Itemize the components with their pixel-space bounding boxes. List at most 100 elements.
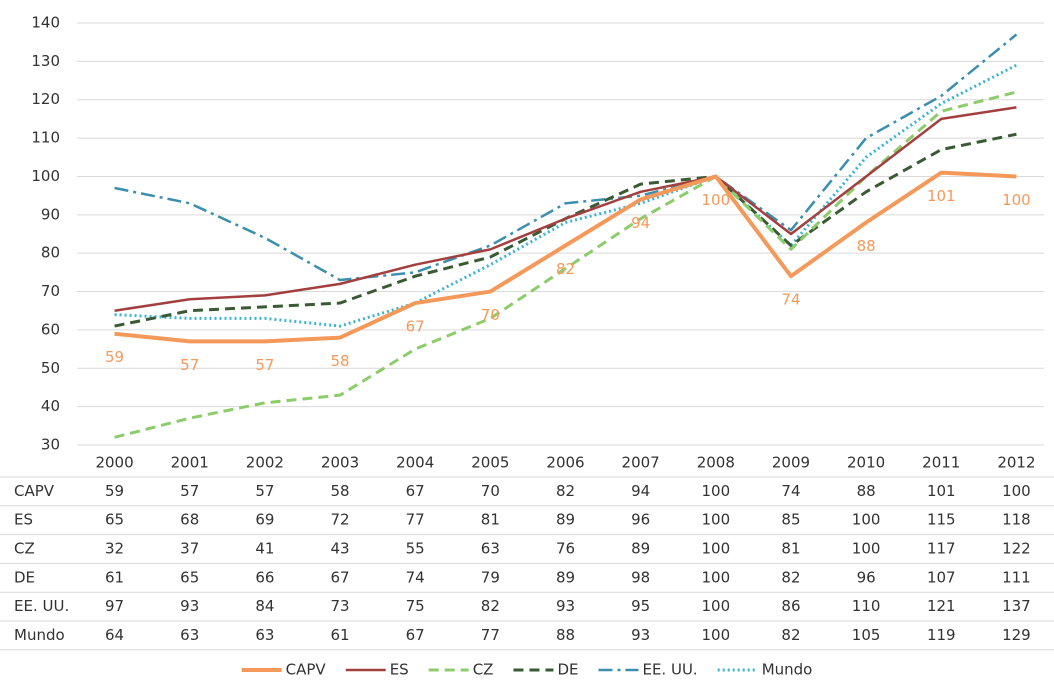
data-label: 59 <box>105 348 124 366</box>
table-cell: 63 <box>180 626 199 644</box>
table-cell: 96 <box>631 511 650 529</box>
table-cell: 85 <box>781 511 800 529</box>
table-cell: 95 <box>631 597 650 615</box>
data-label: 88 <box>857 237 876 255</box>
table-cell: 82 <box>556 482 575 500</box>
table-cell: 98 <box>631 568 650 586</box>
y-tick-label: 90 <box>41 205 60 223</box>
table-cell: 79 <box>481 568 500 586</box>
table-cell: 97 <box>105 597 124 615</box>
table-cell: 69 <box>255 511 274 529</box>
table-cell: 82 <box>781 626 800 644</box>
legend-label: CZ <box>473 661 494 679</box>
table-cell: 41 <box>255 540 274 558</box>
y-tick-label: 100 <box>31 167 60 185</box>
table-cell: 59 <box>105 482 124 500</box>
table-cell: 63 <box>255 626 274 644</box>
series-line <box>114 90 1017 439</box>
table-cell: 129 <box>1002 626 1031 644</box>
x-tick-label: 2004 <box>396 454 434 472</box>
table-row-label: Mundo <box>14 626 65 644</box>
table-cell: 55 <box>406 540 425 558</box>
series-line <box>114 33 1018 282</box>
legend-label: Mundo <box>762 661 813 679</box>
table-row-label: CAPV <box>14 482 55 500</box>
x-tick-label: 2000 <box>95 454 133 472</box>
y-tick-label: 110 <box>31 129 60 147</box>
data-label: 58 <box>330 352 349 370</box>
table-cell: 100 <box>852 540 881 558</box>
table-cell: 67 <box>330 568 349 586</box>
table-row-label: DE <box>14 568 35 586</box>
table-row-label: CZ <box>14 540 35 558</box>
table-cell: 100 <box>701 626 730 644</box>
table-cell: 96 <box>857 568 876 586</box>
table-cell: 37 <box>180 540 199 558</box>
table-cell: 77 <box>406 511 425 529</box>
data-label: 101 <box>927 187 956 205</box>
legend-label: ES <box>390 661 409 679</box>
x-tick-label: 2010 <box>847 454 885 472</box>
x-tick-label: 2012 <box>997 454 1035 472</box>
table-cell: 81 <box>481 511 500 529</box>
table-cell: 67 <box>406 626 425 644</box>
table-cell: 100 <box>701 568 730 586</box>
table-cell: 93 <box>180 597 199 615</box>
table-cell: 84 <box>255 597 274 615</box>
y-tick-label: 70 <box>41 282 60 300</box>
table-cell: 88 <box>556 626 575 644</box>
data-label: 100 <box>701 191 730 209</box>
data-label: 100 <box>1002 191 1031 209</box>
table-cell: 74 <box>406 568 425 586</box>
legend-label: CAPV <box>286 661 327 679</box>
x-tick-label: 2001 <box>171 454 209 472</box>
table-cell: 81 <box>781 540 800 558</box>
table-cell: 100 <box>852 511 881 529</box>
table-cell: 93 <box>631 626 650 644</box>
y-tick-label: 120 <box>31 90 60 108</box>
table-cell: 68 <box>180 511 199 529</box>
table-cell: 118 <box>1002 511 1031 529</box>
table-cell: 111 <box>1002 568 1031 586</box>
data-label: 94 <box>631 214 650 232</box>
x-tick-label: 2011 <box>922 454 960 472</box>
table-cell: 76 <box>556 540 575 558</box>
table-cell: 32 <box>105 540 124 558</box>
legend-label: DE <box>557 661 578 679</box>
table-cell: 110 <box>852 597 881 615</box>
table-cell: 77 <box>481 626 500 644</box>
y-tick-label: 30 <box>41 436 60 454</box>
table-cell: 105 <box>852 626 881 644</box>
table-cell: 70 <box>481 482 500 500</box>
table-cell: 61 <box>330 626 349 644</box>
legend-label: EE. UU. <box>642 661 697 679</box>
x-tick-label: 2006 <box>546 454 584 472</box>
table-cell: 64 <box>105 626 124 644</box>
table-cell: 89 <box>631 540 650 558</box>
y-tick-label: 140 <box>31 14 60 32</box>
table-cell: 122 <box>1002 540 1031 558</box>
table-cell: 74 <box>781 482 800 500</box>
table-cell: 137 <box>1002 597 1031 615</box>
table-cell: 88 <box>857 482 876 500</box>
table-cell: 115 <box>927 511 956 529</box>
data-label: 70 <box>481 306 500 324</box>
series-line <box>114 170 1017 344</box>
table-cell: 67 <box>406 482 425 500</box>
data-label: 82 <box>556 260 575 278</box>
series-line <box>114 63 1018 328</box>
table-row-label: ES <box>14 511 33 529</box>
table-cell: 94 <box>631 482 650 500</box>
data-label: 57 <box>180 356 199 374</box>
data-label: 57 <box>255 356 274 374</box>
table-cell: 119 <box>927 626 956 644</box>
table-cell: 82 <box>781 568 800 586</box>
table-cell: 61 <box>105 568 124 586</box>
y-tick-label: 60 <box>41 320 60 338</box>
table-row-label: EE. UU. <box>14 597 69 615</box>
table-cell: 117 <box>927 540 956 558</box>
table-cell: 82 <box>481 597 500 615</box>
table-cell: 89 <box>556 511 575 529</box>
table-cell: 101 <box>927 482 956 500</box>
data-label: 67 <box>406 318 425 336</box>
